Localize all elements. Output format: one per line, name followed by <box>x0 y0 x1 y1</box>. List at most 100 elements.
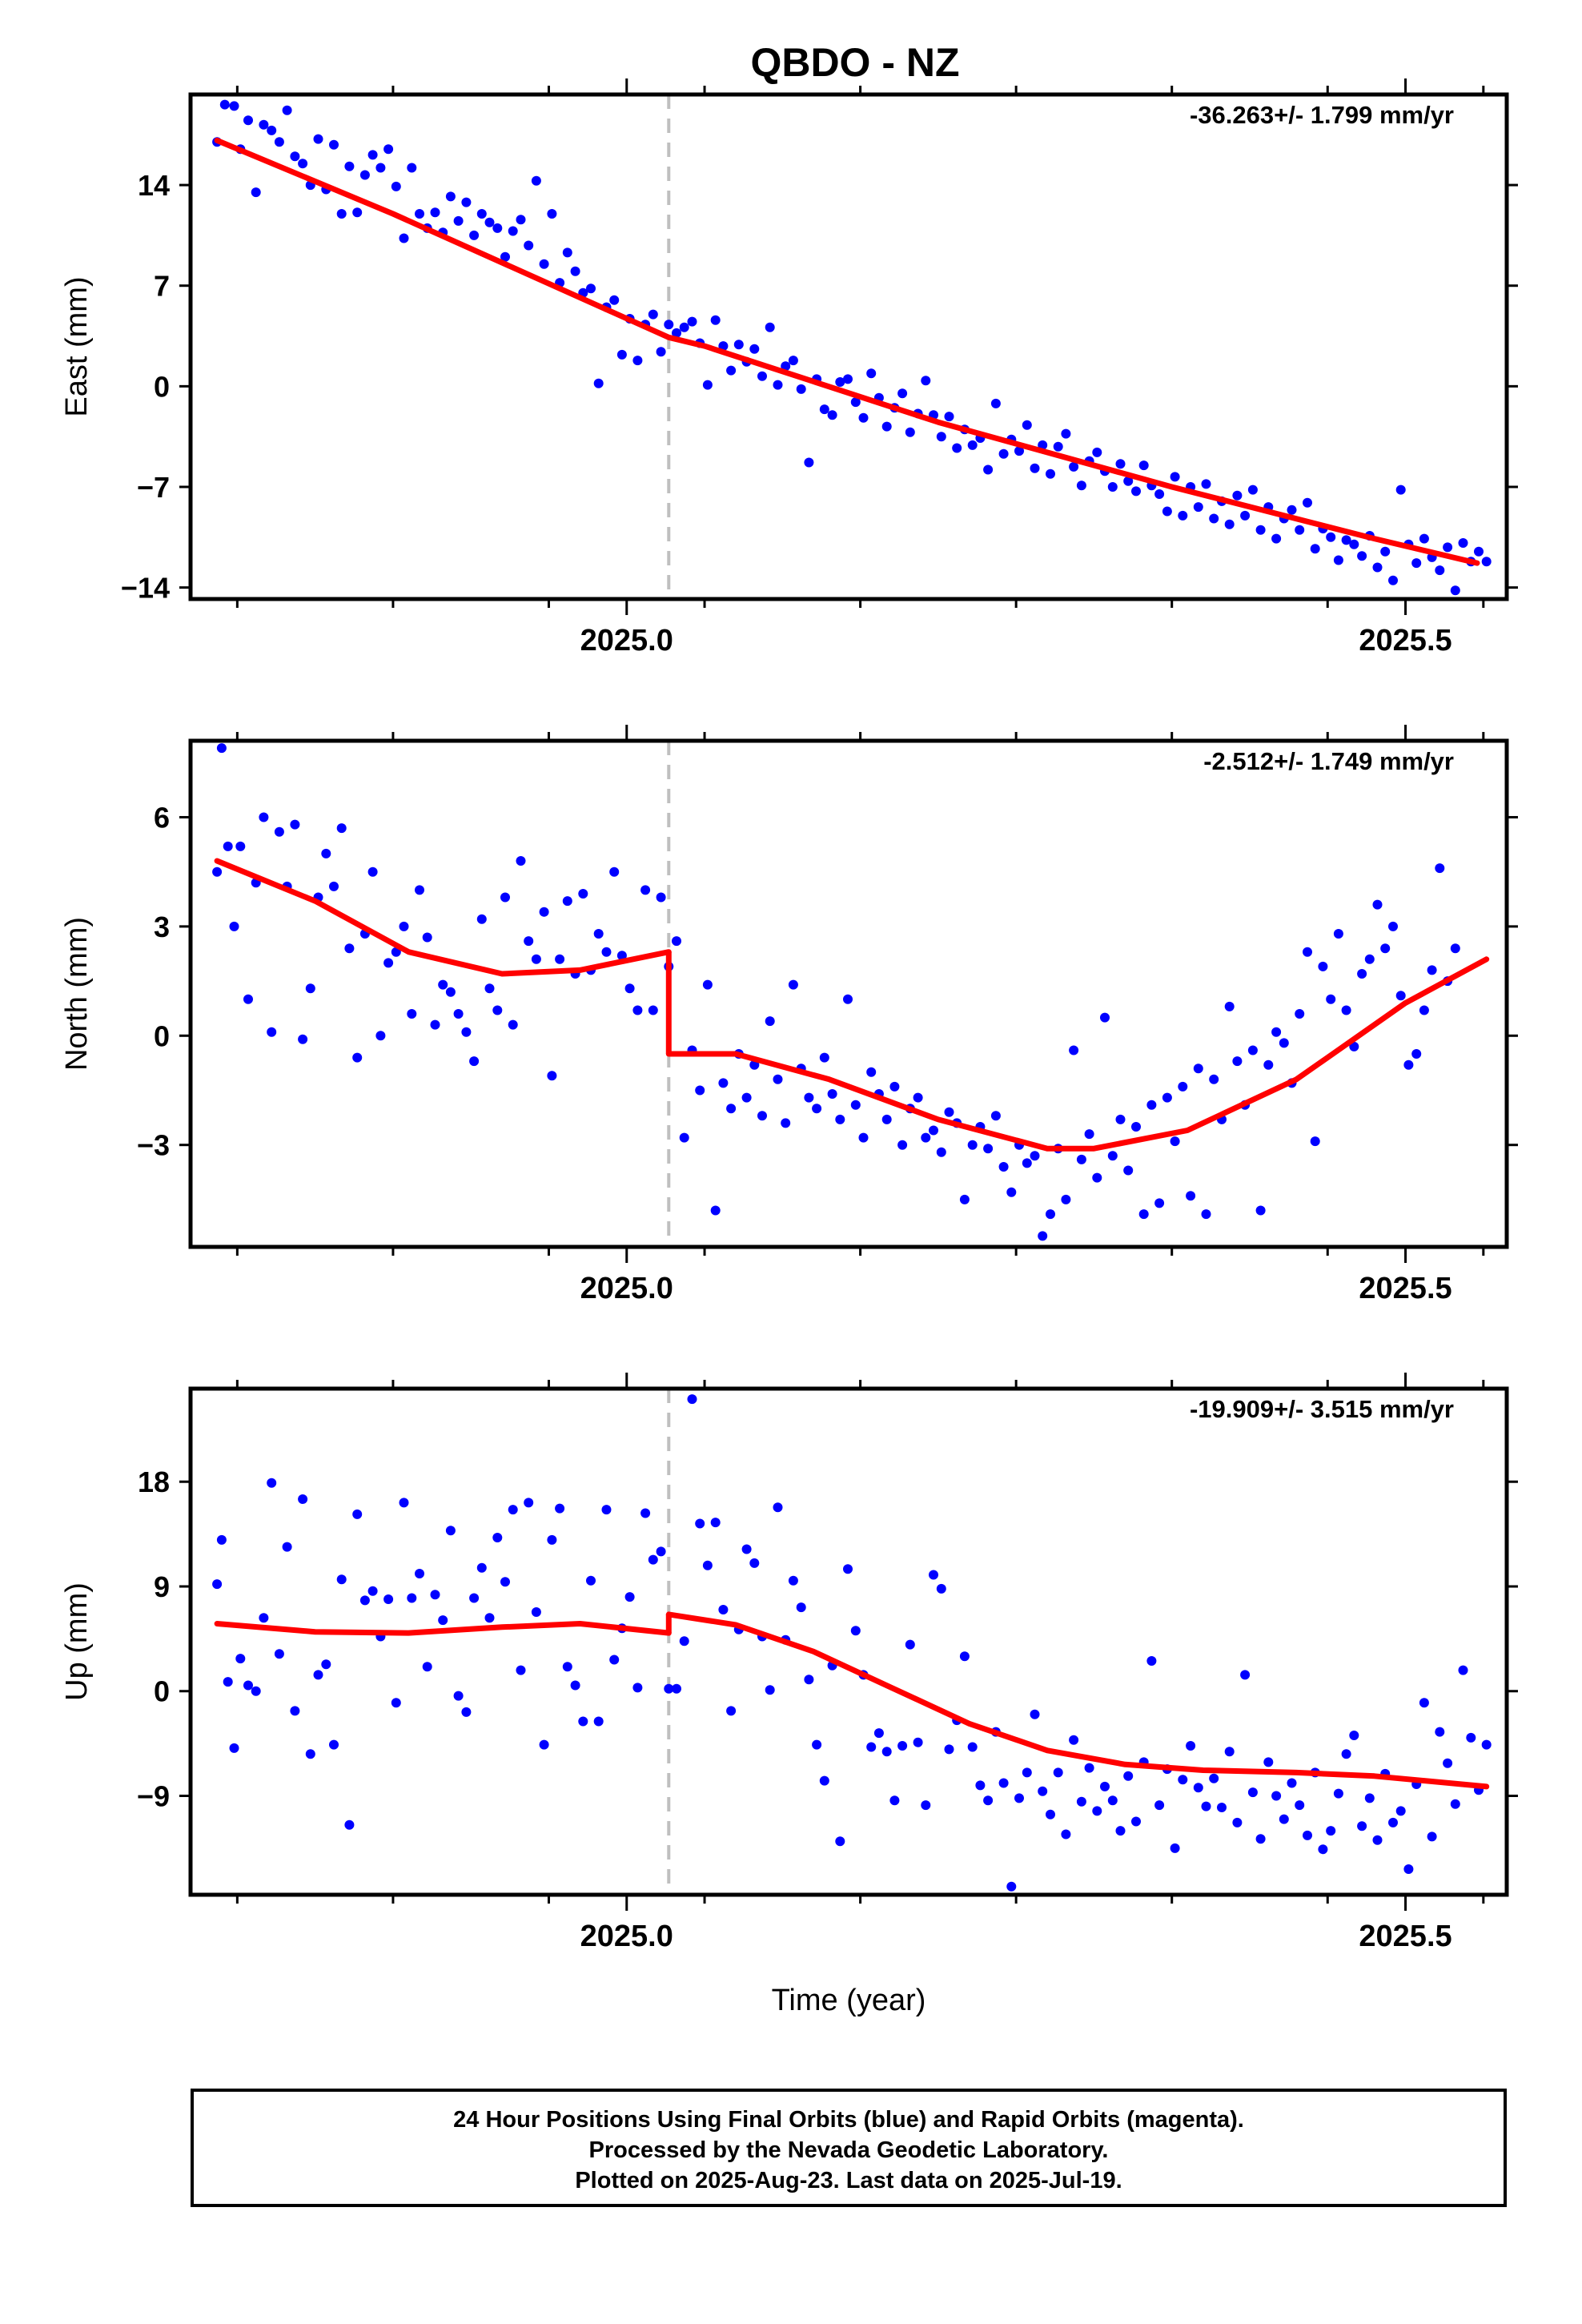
data-point <box>1364 1793 1375 1803</box>
y-axis-label: East (mm) <box>60 276 94 416</box>
data-point <box>453 1009 464 1019</box>
data-point <box>453 1691 464 1701</box>
data-point <box>1069 1045 1079 1055</box>
data-point <box>1053 441 1063 452</box>
data-point <box>1201 1209 1211 1220</box>
data-point <box>1341 535 1351 545</box>
data-point <box>1162 506 1172 517</box>
x-tick-label: 2025.0 <box>580 1920 673 1953</box>
data-point <box>1123 1771 1134 1781</box>
data-point <box>547 1071 557 1081</box>
x-tick-label: 2025.5 <box>1359 1920 1452 1953</box>
data-point <box>632 356 643 366</box>
data-point <box>656 892 666 903</box>
data-point <box>1295 525 1305 535</box>
data-point <box>445 1526 456 1536</box>
data-point <box>1287 1778 1297 1788</box>
data-point <box>796 1602 806 1613</box>
rate-annotation: -2.512+/- 1.749 mm/yr <box>1203 747 1454 775</box>
data-point <box>1411 558 1422 569</box>
data-point <box>562 247 572 258</box>
data-point <box>1310 544 1320 554</box>
data-point <box>438 979 448 990</box>
data-point <box>1061 428 1071 439</box>
data-point <box>344 943 355 954</box>
data-point <box>1170 472 1180 482</box>
data-point <box>223 1677 233 1687</box>
data-point <box>539 1739 549 1750</box>
data-point <box>282 1542 292 1552</box>
data-point <box>1030 1709 1040 1719</box>
data-point <box>313 134 323 144</box>
rate-annotation: -36.263+/- 1.799 mm/yr <box>1190 101 1454 129</box>
fit-line <box>665 1611 1490 1790</box>
data-point <box>897 388 908 399</box>
data-point <box>866 1742 877 1752</box>
data-point <box>531 175 541 186</box>
data-point <box>570 1680 580 1691</box>
data-point <box>415 885 424 895</box>
data-point <box>367 866 378 877</box>
data-point <box>983 1795 994 1806</box>
data-point <box>1100 1781 1110 1791</box>
data-point <box>1435 863 1445 874</box>
data-point <box>229 101 239 111</box>
data-point <box>905 427 915 437</box>
data-point <box>648 309 658 320</box>
plot-frame <box>188 738 1509 1249</box>
data-point <box>788 979 798 990</box>
data-point <box>1271 1791 1282 1801</box>
data-point <box>1427 965 1437 975</box>
data-point <box>593 929 604 939</box>
data-point <box>547 1534 557 1545</box>
data-point <box>223 841 233 851</box>
data-point <box>757 1111 767 1121</box>
data-point <box>352 1052 363 1063</box>
data-point <box>796 384 806 394</box>
data-point <box>282 105 292 115</box>
data-point <box>1076 1154 1086 1164</box>
data-point <box>1084 1129 1094 1140</box>
data-point <box>212 866 223 877</box>
data-point <box>235 1654 246 1664</box>
data-point <box>243 115 253 126</box>
data-point <box>359 1595 370 1606</box>
data-point <box>1186 1191 1196 1201</box>
data-point <box>1403 1864 1414 1874</box>
data-point <box>1341 1005 1351 1015</box>
y-tick-label: 0 <box>154 1019 170 1052</box>
data-point <box>1092 1172 1102 1183</box>
data-point <box>562 1662 572 1672</box>
data-point <box>1310 1136 1320 1147</box>
up-panel: 18 9 0 −9 2025.0 2025.5 Up (mm) -19.909+/- 3.51… <box>60 1373 1518 1953</box>
data-point <box>1154 489 1165 499</box>
data-point <box>438 1615 448 1626</box>
data-point <box>1069 461 1079 472</box>
data-point <box>812 1104 822 1114</box>
data-point <box>344 1819 355 1830</box>
data-point <box>648 1554 658 1565</box>
data-point <box>516 1665 526 1675</box>
data-point <box>539 907 549 917</box>
data-point <box>461 1707 472 1717</box>
data-point <box>850 1626 861 1636</box>
data-point <box>601 1505 612 1515</box>
data-point <box>539 259 549 269</box>
data-point <box>492 223 503 233</box>
data-point <box>1209 1074 1219 1084</box>
data-point <box>765 1685 775 1695</box>
y-tick-label: 0 <box>154 1675 170 1708</box>
data-point <box>1419 533 1429 544</box>
data-point <box>216 1534 227 1545</box>
data-point <box>524 1498 534 1508</box>
data-point <box>1069 1735 1079 1745</box>
data-point <box>1303 947 1312 957</box>
data-point <box>484 1613 495 1623</box>
data-point <box>1357 1821 1367 1831</box>
data-point <box>640 1508 651 1518</box>
y-tick-label: 6 <box>154 801 170 834</box>
data-point <box>897 1140 908 1150</box>
data-point <box>274 826 284 837</box>
data-point <box>391 1698 401 1708</box>
data-point <box>858 412 869 423</box>
